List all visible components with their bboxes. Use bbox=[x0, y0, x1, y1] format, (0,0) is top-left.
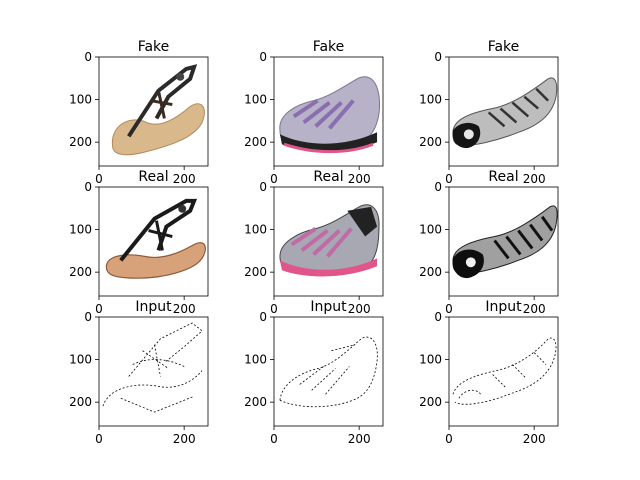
ytick-label: 200 bbox=[244, 135, 267, 149]
axes-frame bbox=[98, 56, 209, 167]
xtick-label: 0 bbox=[270, 432, 278, 446]
xtick-label: 0 bbox=[445, 302, 453, 316]
xtick-label: 0 bbox=[270, 172, 278, 186]
subplot-title: Real bbox=[138, 169, 168, 185]
xtick-label: 0 bbox=[270, 302, 278, 316]
axes-frame bbox=[98, 316, 209, 427]
ytick-label: 100 bbox=[419, 353, 442, 367]
ytick-label: 100 bbox=[244, 93, 267, 107]
subplot-8: Input 0 100 200 0 200 bbox=[244, 299, 384, 446]
sandal-photo bbox=[104, 198, 208, 281]
flat-shoe-photo bbox=[451, 204, 558, 280]
sneaker-edge-sketch bbox=[279, 336, 378, 408]
ytick-label: 0 bbox=[434, 310, 442, 324]
sandal-photo bbox=[110, 64, 207, 157]
ytick-label: 200 bbox=[419, 265, 442, 279]
xtick-label: 0 bbox=[95, 302, 103, 316]
subplot-title: Real bbox=[488, 169, 518, 185]
sneaker-photo bbox=[277, 202, 382, 279]
ytick-label: 200 bbox=[419, 395, 442, 409]
axes-frame bbox=[273, 186, 384, 297]
ytick-label: 0 bbox=[434, 180, 442, 194]
subplot-title: Fake bbox=[488, 39, 520, 55]
flat-shoe-photo bbox=[451, 76, 558, 150]
axes-frame bbox=[448, 316, 559, 427]
axes-frame bbox=[448, 56, 559, 167]
subplot-9: Input 0 100 200 0 200 bbox=[419, 299, 559, 446]
axes-frame bbox=[98, 186, 209, 297]
subplot-title: Fake bbox=[313, 39, 345, 55]
xtick-label: 0 bbox=[95, 432, 103, 446]
ytick-label: 0 bbox=[84, 50, 92, 64]
ytick-label: 200 bbox=[244, 265, 267, 279]
subplot-3: Fake 0 100 200 0 200 bbox=[419, 39, 559, 186]
xtick-label: 200 bbox=[523, 302, 546, 316]
subplot-2: Fake 0 100 200 0 200 bbox=[244, 39, 384, 186]
xtick-label: 200 bbox=[523, 172, 546, 186]
ytick-label: 100 bbox=[244, 353, 267, 367]
ytick-label: 0 bbox=[259, 310, 267, 324]
axes-frame bbox=[273, 56, 384, 167]
xtick-label: 200 bbox=[348, 172, 371, 186]
subplot-title: Fake bbox=[138, 39, 170, 55]
ytick-label: 0 bbox=[259, 50, 267, 64]
ytick-label: 0 bbox=[84, 180, 92, 194]
xtick-label: 200 bbox=[348, 302, 371, 316]
ytick-label: 0 bbox=[84, 310, 92, 324]
subplot-5: Real 0 100 200 0 200 bbox=[244, 169, 384, 316]
ytick-label: 100 bbox=[69, 223, 92, 237]
ytick-label: 200 bbox=[69, 265, 92, 279]
ytick-label: 100 bbox=[419, 93, 442, 107]
xtick-label: 200 bbox=[523, 432, 546, 446]
flat-shoe-edge-sketch bbox=[452, 337, 557, 405]
subplot-7: Input 0 100 200 0 200 bbox=[69, 299, 209, 446]
subplot-4: Real 0 100 200 0 200 bbox=[69, 169, 209, 316]
subplot-6: Real 0 100 200 0 200 bbox=[419, 169, 559, 316]
ytick-label: 0 bbox=[434, 50, 442, 64]
subplot-title: Input bbox=[135, 299, 172, 315]
subplot-grid: Fake 0 100 200 0 200 Fake 0 100 200 0 200 Fake 0 100 20… bbox=[69, 39, 559, 446]
ytick-label: 100 bbox=[69, 93, 92, 107]
ytick-label: 200 bbox=[69, 135, 92, 149]
xtick-label: 200 bbox=[173, 302, 196, 316]
xtick-label: 0 bbox=[445, 172, 453, 186]
axes-frame bbox=[448, 186, 559, 297]
ytick-label: 200 bbox=[419, 135, 442, 149]
xtick-label: 0 bbox=[95, 172, 103, 186]
ytick-label: 0 bbox=[259, 180, 267, 194]
sandal-edge-sketch bbox=[102, 322, 203, 413]
sneaker-photo bbox=[277, 74, 382, 155]
ytick-label: 100 bbox=[69, 353, 92, 367]
ytick-label: 200 bbox=[69, 395, 92, 409]
xtick-label: 200 bbox=[173, 172, 196, 186]
ytick-label: 200 bbox=[244, 395, 267, 409]
xtick-label: 200 bbox=[348, 432, 371, 446]
ytick-label: 100 bbox=[244, 223, 267, 237]
subplot-title: Input bbox=[310, 299, 347, 315]
subplot-title: Real bbox=[313, 169, 343, 185]
subplot-title: Input bbox=[485, 299, 522, 315]
subplot-1: Fake 0 100 200 0 200 bbox=[69, 39, 209, 186]
xtick-label: 0 bbox=[445, 432, 453, 446]
ytick-label: 100 bbox=[419, 223, 442, 237]
xtick-label: 200 bbox=[173, 432, 196, 446]
axes-frame bbox=[273, 316, 384, 427]
